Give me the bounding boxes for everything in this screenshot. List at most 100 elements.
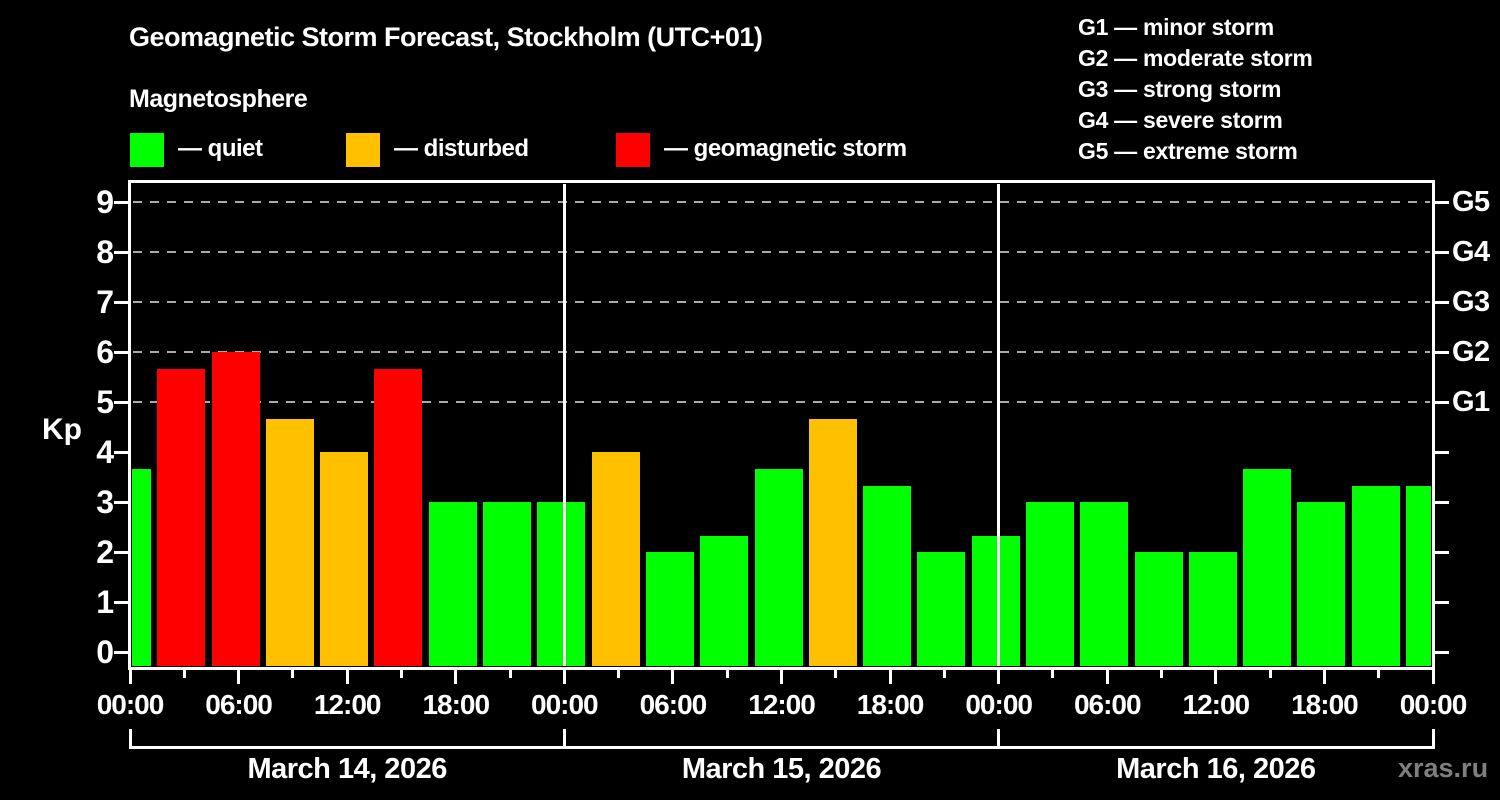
gridline-kp9 — [133, 201, 1430, 203]
x-tick-label: 18:00 — [856, 689, 925, 720]
kp-bar — [591, 452, 640, 666]
y-tick-left — [114, 500, 128, 504]
day-divider — [997, 184, 1001, 666]
right-axis-label-g2: G2 — [1452, 336, 1490, 368]
x-tick-minor — [725, 668, 729, 678]
x-tick-label: 12:00 — [1182, 689, 1251, 720]
x-tick-minor — [291, 668, 295, 678]
gridline-kp7 — [133, 301, 1430, 303]
x-tick-label: 06:00 — [639, 689, 708, 720]
y-tick-label: 3 — [96, 484, 114, 520]
legend-label-disturbed: — disturbed — [394, 135, 529, 162]
y-tick-label: 7 — [96, 284, 114, 320]
kp-bar — [1025, 502, 1074, 666]
y-tick-label: 4 — [96, 434, 114, 470]
kp-bar — [320, 452, 369, 666]
day-bracket-end — [1431, 729, 1435, 749]
y-tick-right — [1435, 200, 1449, 204]
gridline-kp8 — [133, 251, 1430, 253]
x-tick-label: 00:00 — [96, 689, 165, 720]
y-tick-label: 5 — [96, 384, 114, 420]
x-tick-minor — [1377, 668, 1381, 678]
storm-scale-line: G4 — severe storm — [1078, 107, 1283, 133]
kp-bar — [917, 552, 966, 666]
x-tick-major — [1105, 668, 1109, 684]
kp-bar — [863, 485, 912, 666]
gridline-kp5 — [133, 401, 1430, 403]
x-tick-minor — [182, 668, 186, 678]
x-tick-major — [888, 668, 892, 684]
x-tick-major — [1431, 668, 1435, 684]
y-tick-left — [114, 400, 128, 404]
x-tick-major — [128, 668, 132, 684]
storm-scale-line: G5 — extreme storm — [1078, 138, 1298, 164]
kp-bar — [1297, 502, 1346, 666]
x-tick-major — [454, 668, 458, 684]
y-tick-left — [114, 250, 128, 254]
y-tick-label: 9 — [96, 184, 114, 220]
date-label: March 15, 2026 — [681, 753, 882, 785]
right-axis-label-g3: G3 — [1452, 286, 1490, 318]
legend-label-storm: — geomagnetic storm — [664, 135, 907, 162]
x-tick-label: 06:00 — [1073, 689, 1142, 720]
y-tick-right — [1435, 250, 1449, 254]
kp-bar — [1406, 485, 1431, 666]
x-tick-major — [1214, 668, 1218, 684]
legend-label-quiet: — quiet — [178, 135, 263, 162]
gridline-kp6 — [133, 351, 1430, 353]
watermark: xras.ru — [1398, 753, 1489, 783]
day-bracket-end — [562, 729, 566, 749]
quiet-color-swatch — [130, 133, 164, 167]
kp-bar — [1188, 552, 1237, 666]
y-axis-title: Kp — [42, 413, 82, 446]
kp-bar — [211, 352, 260, 666]
y-tick-right — [1435, 350, 1449, 354]
right-axis-label-g4: G4 — [1452, 236, 1490, 268]
disturbed-color-swatch — [346, 133, 380, 167]
legend-item-quiet: — quiet — [130, 133, 460, 169]
page-title: Geomagnetic Storm Forecast, Stockholm (U… — [129, 22, 763, 52]
storm-scale-line: G1 — minor storm — [1078, 14, 1274, 40]
y-tick-label: 6 — [96, 334, 114, 370]
y-tick-label: 8 — [96, 234, 114, 270]
kp-bar — [645, 552, 694, 666]
right-axis-label-g5: G5 — [1452, 186, 1490, 218]
storm-scale-line: G3 — strong storm — [1078, 76, 1282, 102]
y-tick-left — [114, 600, 128, 604]
y-tick-left — [114, 450, 128, 454]
kp-bar — [1080, 502, 1129, 666]
y-tick-right — [1435, 600, 1449, 604]
x-tick-label: 12:00 — [313, 689, 382, 720]
kp-bar — [754, 468, 803, 666]
legend-item-storm: — geomagnetic storm — [616, 133, 946, 169]
chart-subtitle: Magnetosphere — [129, 85, 308, 113]
y-tick-right — [1435, 300, 1449, 304]
y-tick-left — [114, 200, 128, 204]
x-tick-label: 00:00 — [1399, 689, 1468, 720]
day-divider — [562, 184, 566, 666]
kp-bar — [700, 535, 749, 666]
y-tick-left — [114, 350, 128, 354]
kp-bar — [132, 468, 151, 666]
x-tick-minor — [617, 668, 621, 678]
kp-bar — [537, 502, 586, 666]
day-bracket-end — [128, 729, 132, 749]
x-tick-label: 00:00 — [531, 689, 599, 720]
kp-bar — [483, 502, 532, 666]
x-tick-label: 12:00 — [748, 689, 816, 720]
legend-item-disturbed: — disturbed — [346, 133, 676, 169]
kp-bar — [374, 368, 423, 666]
y-tick-right — [1435, 400, 1449, 404]
y-tick-label: 1 — [96, 584, 114, 620]
storm-scale-legend: G1 — minor storm G2 — moderate storm G3 — … — [1078, 12, 1313, 167]
y-tick-left — [114, 650, 128, 654]
kp-bar — [428, 502, 477, 666]
x-tick-label: 18:00 — [422, 689, 490, 720]
x-tick-minor — [399, 668, 403, 678]
x-tick-major — [780, 668, 783, 684]
kp-bar — [808, 418, 857, 666]
storm-color-swatch — [616, 133, 650, 167]
x-tick-major — [671, 668, 675, 684]
kp-bar — [1134, 552, 1183, 666]
kp-bar — [157, 368, 206, 666]
